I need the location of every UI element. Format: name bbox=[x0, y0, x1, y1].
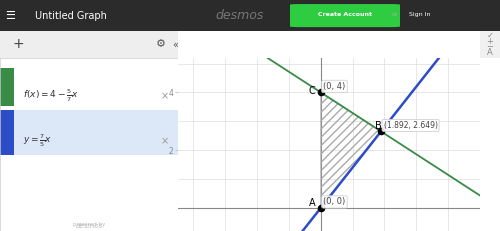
Text: Create Account: Create Account bbox=[318, 12, 372, 18]
Text: ×: × bbox=[161, 136, 169, 146]
Text: +: + bbox=[12, 37, 24, 52]
Text: desmos: desmos bbox=[216, 9, 264, 22]
Text: +: + bbox=[486, 36, 494, 46]
Text: C: C bbox=[308, 86, 315, 96]
Bar bbox=[0, 68, 14, 106]
Text: desmos: desmos bbox=[75, 223, 102, 229]
Bar bbox=[0, 110, 178, 155]
Point bbox=[317, 206, 325, 210]
Text: ✓: ✓ bbox=[486, 31, 494, 40]
Text: ☰: ☰ bbox=[5, 11, 15, 21]
Text: B: B bbox=[375, 121, 382, 131]
Text: $y = \frac{7}{5}x$: $y = \frac{7}{5}x$ bbox=[23, 133, 52, 149]
Text: ⚙: ⚙ bbox=[156, 40, 166, 49]
Text: $f(x) = 4 - \frac{5}{7}x$: $f(x) = 4 - \frac{5}{7}x$ bbox=[23, 88, 79, 104]
Text: Sign In: Sign In bbox=[409, 12, 431, 18]
Text: «: « bbox=[172, 40, 178, 49]
FancyBboxPatch shape bbox=[290, 4, 400, 27]
Text: powered by: powered by bbox=[72, 222, 105, 227]
Text: A: A bbox=[487, 48, 493, 57]
Bar bbox=[0, 110, 14, 155]
Text: ×: × bbox=[161, 91, 169, 101]
Text: Untitled Graph: Untitled Graph bbox=[35, 11, 107, 21]
Text: A: A bbox=[308, 198, 315, 208]
Text: −: − bbox=[486, 42, 494, 51]
Text: (0, 4): (0, 4) bbox=[324, 82, 345, 91]
Text: (1.892, 2.649): (1.892, 2.649) bbox=[384, 121, 438, 130]
Text: (0, 0): (0, 0) bbox=[324, 198, 345, 207]
Point bbox=[317, 91, 325, 94]
Point bbox=[377, 130, 385, 133]
Text: or: or bbox=[392, 12, 398, 18]
